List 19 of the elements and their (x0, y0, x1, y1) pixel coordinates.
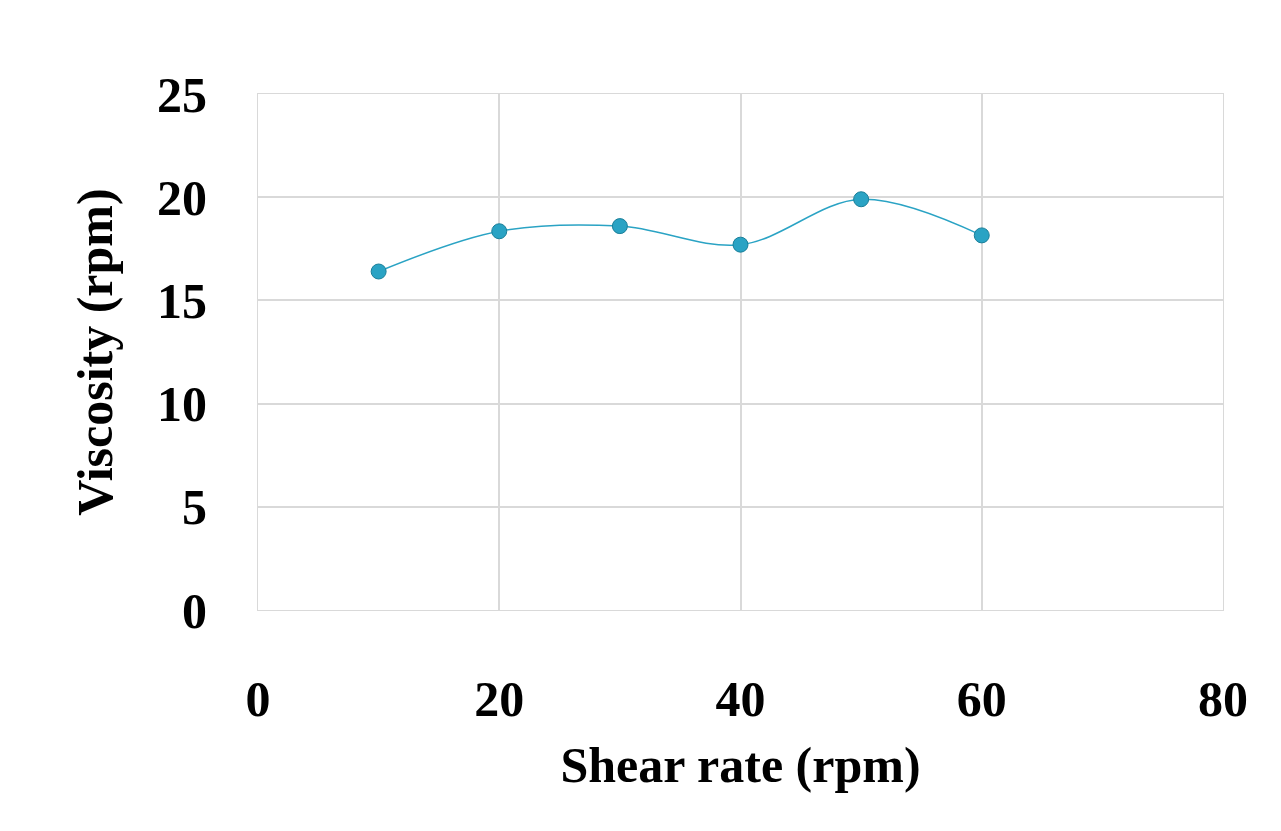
x-tick-label: 40 (715, 671, 766, 727)
x-tick-label: 20 (474, 671, 525, 727)
y-tick-label: 20 (157, 169, 207, 226)
point (611, 218, 628, 235)
y-axis-title: Viscosity (rpm) (67, 188, 123, 516)
y-tick-label: 10 (157, 376, 207, 433)
point (370, 263, 387, 280)
point (491, 223, 508, 240)
y-tick-label: 5 (182, 479, 207, 536)
x-tick-label: 80 (1198, 671, 1248, 727)
y-tick-label: 15 (157, 272, 207, 329)
point (973, 227, 990, 244)
y-tick-label: 25 (157, 66, 207, 123)
point (732, 236, 749, 253)
x-axis-title: Shear rate (rpm) (560, 736, 921, 793)
x-tick-label: 60 (956, 671, 1007, 727)
y-tick-label: 0 (182, 582, 207, 639)
x-tick-label: 0 (245, 671, 271, 727)
point (853, 191, 870, 208)
